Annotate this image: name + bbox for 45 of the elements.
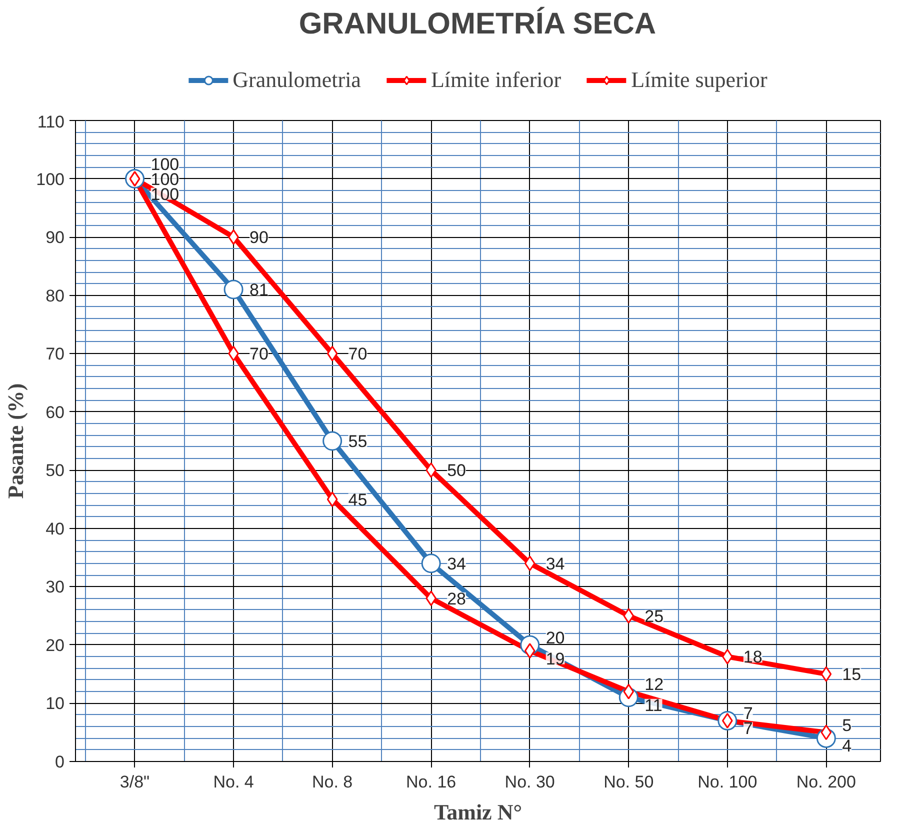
data-label: 20	[546, 628, 565, 648]
x-axis-title: Tamiz N°	[434, 800, 522, 824]
y-tick-label: 30	[46, 578, 65, 597]
data-label: 11	[644, 696, 662, 715]
data-label: 12	[644, 675, 664, 694]
x-tick-label: No. 16	[406, 772, 456, 792]
y-tick-label: 60	[46, 402, 65, 422]
y-tick-label: 20	[46, 636, 65, 655]
x-tick-label: No. 8	[312, 772, 353, 792]
legend-label: Límite superior	[631, 67, 768, 93]
data-label: 18	[743, 648, 762, 667]
y-tick-label: 40	[46, 519, 65, 538]
data-label: 34	[546, 554, 565, 574]
data-label: 81	[250, 280, 268, 300]
legend-label: Granulometria	[232, 67, 361, 93]
data-label: 55	[348, 432, 368, 451]
chart-title: GRANULOMETRÍA SECA	[298, 6, 656, 40]
data-label: 70	[348, 344, 368, 364]
y-axis-title: Pasante (%)	[3, 383, 28, 499]
y-tick-label: 0	[55, 752, 65, 772]
y-tick-label: 70	[46, 344, 65, 364]
y-tick-label: 90	[46, 228, 65, 248]
data-label: 34	[447, 554, 466, 574]
x-tick-label: No. 50	[604, 772, 654, 792]
data-label: 45	[348, 490, 368, 510]
data-label: 19	[546, 649, 565, 668]
data-label: 90	[250, 228, 268, 248]
data-label: 28	[447, 589, 466, 608]
x-tick-label: 3/8"	[120, 772, 150, 792]
data-label: 70	[250, 344, 268, 364]
data-label: 5	[842, 716, 852, 735]
data-label: 25	[644, 606, 664, 626]
x-tick-label: No. 4	[213, 772, 254, 792]
y-tick-label: 10	[46, 694, 65, 714]
data-label: 15	[842, 665, 862, 684]
y-tick-label: 110	[37, 112, 65, 132]
x-tick-label: No. 200	[796, 772, 856, 792]
data-label: 50	[447, 461, 466, 480]
legend-label: Límite inferior	[430, 67, 562, 93]
y-tick-label: 100	[36, 170, 65, 189]
x-tick-label: No. 100	[698, 772, 758, 792]
y-tick-label: 80	[46, 286, 65, 306]
x-tick-label: No. 30	[504, 772, 555, 792]
y-tick-label: 50	[46, 461, 65, 480]
data-label: 4	[842, 736, 852, 756]
